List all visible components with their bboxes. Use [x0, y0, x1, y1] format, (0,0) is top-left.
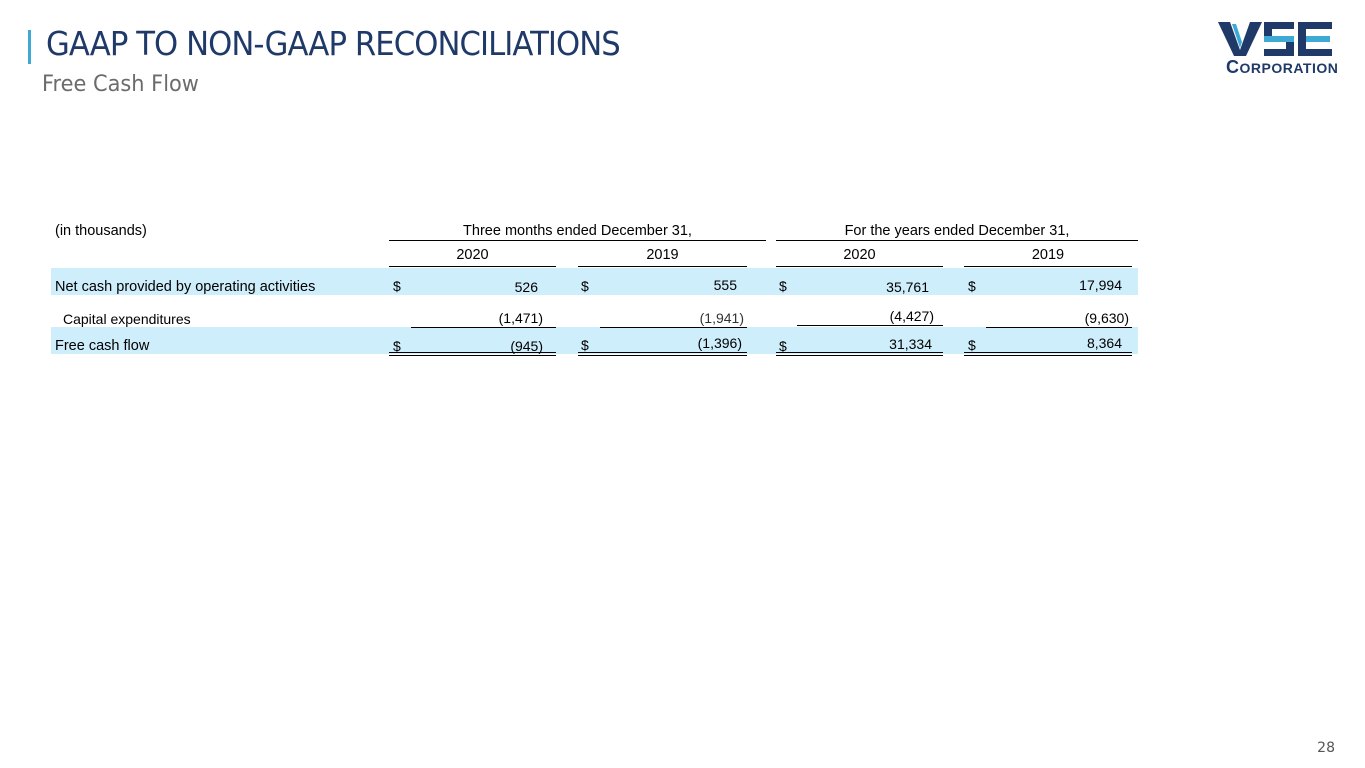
year-header: 2019	[646, 247, 679, 263]
year-underline	[964, 266, 1132, 267]
subtotal-underline	[986, 327, 1132, 328]
subtotal-underline	[411, 327, 556, 328]
page-number: 28	[1317, 740, 1335, 756]
page-subtitle: Free Cash Flow	[42, 72, 199, 97]
logo-wordmark: CORPORATION	[1226, 57, 1339, 77]
group-header-three-months: Three months ended December 31,	[463, 223, 692, 239]
value-cell: (1,396)	[697, 335, 742, 351]
year-header: 2020	[843, 247, 876, 263]
row-label-capex: Capital expenditures	[63, 311, 191, 327]
year-underline	[389, 266, 556, 267]
dollar-sign: $	[581, 278, 589, 294]
total-double-underline	[776, 352, 943, 356]
group-underline-three-months	[389, 240, 766, 241]
year-header: 2020	[456, 247, 489, 263]
group-underline-years	[776, 240, 1138, 241]
year-underline	[776, 266, 943, 267]
row-label-operating: Net cash provided by operating activitie…	[55, 279, 316, 295]
dollar-sign: $	[968, 337, 976, 353]
subtotal-underline	[797, 325, 943, 326]
dollar-sign: $	[779, 338, 787, 354]
value-cell: 8,364	[1086, 335, 1122, 351]
value-cell: (9,630)	[1084, 310, 1129, 326]
value-cell: 526	[514, 279, 538, 295]
row-label-free-cash-flow: Free cash flow	[55, 338, 150, 354]
subtotal-underline	[600, 327, 747, 328]
dollar-sign: $	[393, 278, 401, 294]
dollar-sign: $	[581, 337, 589, 353]
value-cell: 31,334	[889, 336, 932, 352]
vse-logo-icon	[1218, 22, 1332, 56]
value-cell: (1,471)	[498, 310, 543, 326]
value-cell: (1,941)	[699, 310, 744, 326]
total-double-underline	[389, 352, 556, 356]
row-highlight-operating	[51, 268, 1138, 295]
total-double-underline	[578, 352, 747, 356]
page-title: GAAP TO NON-GAAP RECONCILIATIONS	[46, 24, 621, 63]
title-accent-bar	[28, 30, 31, 64]
value-cell: 17,994	[1079, 277, 1122, 293]
year-underline	[578, 266, 747, 267]
total-double-underline	[964, 352, 1132, 356]
units-label: (in thousands)	[55, 223, 147, 239]
value-cell: 555	[713, 277, 737, 293]
group-header-years: For the years ended December 31,	[844, 223, 1070, 239]
dollar-sign: $	[779, 278, 787, 294]
value-cell: (945)	[510, 338, 543, 354]
year-header: 2019	[1031, 247, 1065, 263]
row-highlight-free-cash-flow	[51, 327, 1138, 354]
dollar-sign: $	[968, 278, 976, 294]
value-cell: 35,761	[886, 279, 929, 295]
value-cell: (4,427)	[889, 308, 934, 324]
dollar-sign: $	[393, 338, 401, 354]
